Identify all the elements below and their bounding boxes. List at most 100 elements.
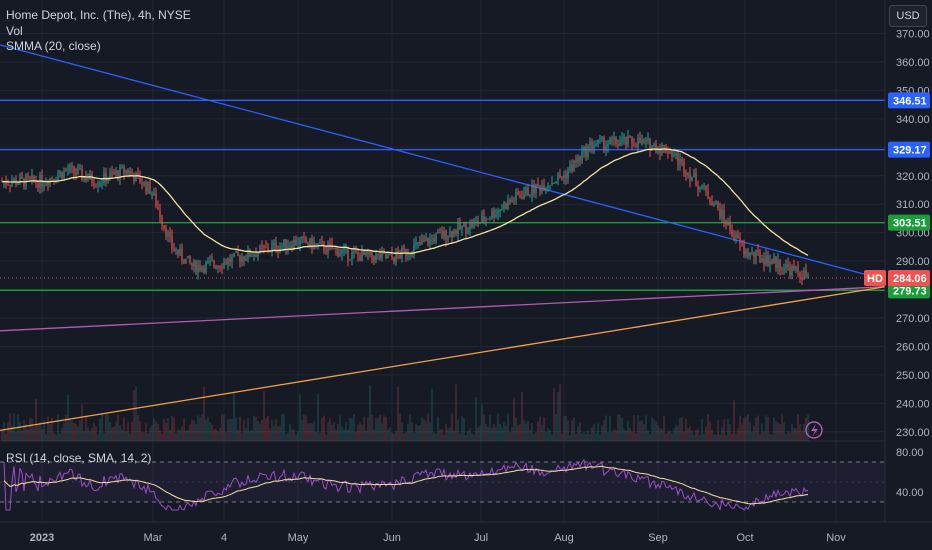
currency-button[interactable]: USD [889, 5, 927, 27]
time-axis[interactable]: 2023 Mar 4 May Jun Jul Aug Sep Oct Nov [0, 521, 932, 544]
volume-bar [673, 428, 675, 441]
volume-bar [483, 414, 485, 441]
smma-legend[interactable]: SMMA (20, close) [6, 39, 101, 53]
volume-bar [599, 434, 601, 441]
volume-bar [781, 413, 783, 441]
volume-bar [267, 416, 269, 441]
volume-bar [129, 432, 131, 441]
price-tick-label: 290.00 [896, 256, 930, 268]
candle-body [333, 248, 335, 250]
volume-bar [367, 417, 369, 441]
volume-bar [247, 418, 249, 441]
volume-bar [37, 425, 39, 441]
volume-bar [767, 416, 769, 441]
candle-body [111, 172, 113, 174]
volume-bar [521, 392, 523, 441]
candle-body [315, 243, 317, 245]
candle-body [367, 250, 369, 255]
candle-body [147, 181, 149, 192]
volume-bar [227, 419, 229, 441]
volume-bar [195, 423, 197, 441]
candle-body [711, 202, 713, 206]
volume-bar [557, 392, 559, 441]
candle-body [277, 250, 279, 252]
price-tick-label: 240.00 [896, 398, 930, 410]
candle-body [189, 255, 191, 263]
volume-bar [575, 434, 577, 441]
candle-body [679, 158, 681, 165]
candle-body [273, 242, 275, 246]
candle-body [157, 206, 159, 210]
candle-body [83, 176, 85, 180]
volume-bar [385, 416, 387, 441]
volume-bar [457, 419, 459, 441]
candle-body [697, 185, 699, 190]
candle-body [139, 174, 141, 184]
price-tick-label: 310.00 [896, 199, 930, 211]
time-tick-label: 2023 [30, 532, 54, 544]
candle-body [317, 243, 319, 245]
candle-body [303, 236, 305, 238]
candle-body [427, 238, 429, 245]
candle-body [671, 150, 673, 157]
candle-body [669, 150, 671, 154]
volume-bar [665, 433, 667, 441]
rsi-pane [0, 458, 885, 512]
candle-body [469, 222, 471, 231]
volume-bar [549, 429, 551, 441]
volume-bar [397, 386, 399, 441]
vol-legend[interactable]: Vol [6, 24, 23, 38]
candle-body [495, 214, 497, 218]
volume-bar [307, 423, 309, 441]
volume-bar [607, 432, 609, 441]
volume-bar [663, 415, 665, 441]
candle-body [211, 260, 213, 262]
candles [1, 129, 809, 285]
volume-bar [515, 418, 517, 441]
volume-bar [99, 418, 101, 441]
volume-bar [727, 419, 729, 441]
candle-body [97, 185, 99, 187]
volume-bar [145, 423, 147, 441]
candle-body [355, 251, 357, 253]
volume-bar [621, 417, 623, 441]
candle-body [481, 215, 483, 223]
candle-body [539, 185, 541, 192]
candle-body [571, 165, 573, 171]
lightning-icon[interactable] [805, 421, 823, 439]
candle-body [549, 185, 551, 187]
candle-body [325, 251, 327, 253]
volume-bar [131, 421, 133, 441]
candle-body [503, 203, 505, 209]
candle-body [685, 173, 687, 176]
candle-body [413, 245, 415, 256]
volume-bar [75, 423, 77, 441]
candle-body [257, 252, 259, 257]
volume-bar [689, 426, 691, 441]
candle-body [155, 192, 157, 207]
price-tag-label: 329.17 [893, 145, 927, 157]
volume-bar [495, 427, 497, 441]
price-tag-bg [888, 269, 930, 286]
volume-bar [787, 431, 789, 441]
symbol-legend[interactable]: Home Depot, Inc. (The), 4h, NYSE [6, 8, 191, 22]
volume-bar [463, 417, 465, 441]
candle-body [201, 267, 203, 271]
candle-body [309, 238, 311, 246]
volume-bar [65, 415, 67, 441]
volume-bar [685, 418, 687, 441]
candle-body [337, 248, 339, 257]
candle-body [801, 277, 803, 280]
candle-body [373, 257, 375, 262]
ticker-tag: HD [864, 269, 886, 286]
volume-bar [619, 414, 621, 441]
candle-body [703, 185, 705, 188]
rsi-legend[interactable]: RSI (14, close, SMA, 14, 2) [6, 451, 151, 465]
candle-body [141, 183, 143, 186]
candle-body [301, 236, 303, 239]
price-axis[interactable]: 370.00360.00350.00340.00330.00320.00310.… [884, 0, 932, 522]
candle-body [729, 221, 731, 230]
candle-body [691, 177, 693, 181]
time-tick-label: May [288, 532, 309, 544]
